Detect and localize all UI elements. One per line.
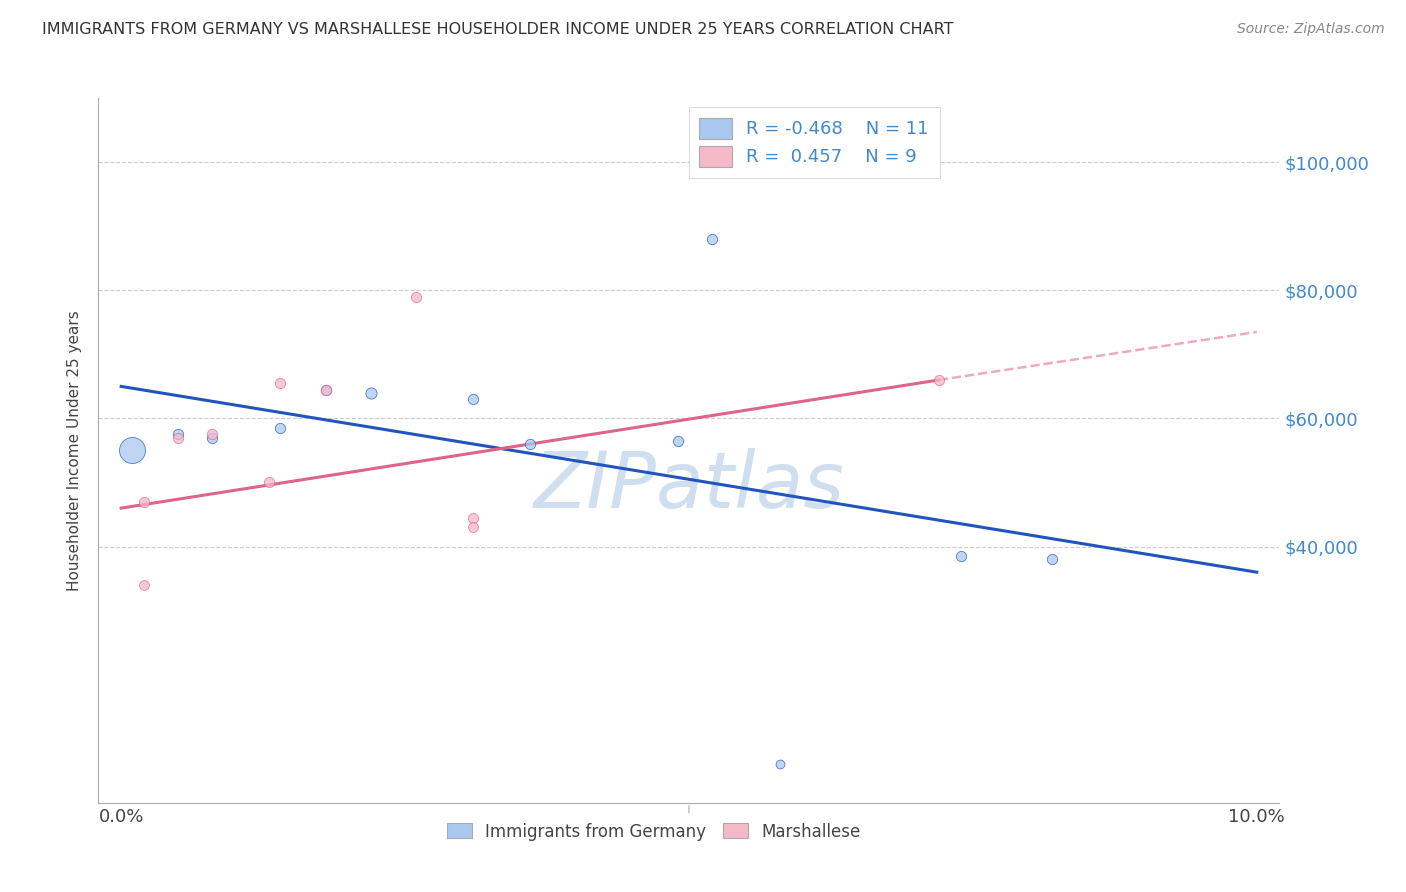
Point [269, 376, 291, 391]
Point [269, 421, 291, 435]
Point [463, 510, 485, 524]
Point [132, 578, 155, 592]
Point [519, 437, 541, 451]
Point [201, 427, 224, 442]
Point [121, 443, 143, 458]
Text: ZIPatlas: ZIPatlas [533, 448, 845, 524]
Legend: Immigrants from Germany, Marshallese: Immigrants from Germany, Marshallese [440, 816, 868, 847]
Point [769, 757, 792, 772]
Point [950, 549, 973, 564]
Point [167, 427, 190, 442]
Point [132, 494, 155, 508]
Point [1040, 552, 1063, 566]
Point [463, 520, 485, 534]
Text: IMMIGRANTS FROM GERMANY VS MARSHALLESE HOUSEHOLDER INCOME UNDER 25 YEARS CORRELA: IMMIGRANTS FROM GERMANY VS MARSHALLESE H… [42, 22, 953, 37]
Point [666, 434, 689, 448]
Point [405, 290, 427, 304]
Point [315, 383, 337, 397]
Point [257, 475, 280, 490]
Point [700, 232, 723, 246]
Point [928, 373, 950, 387]
Point [463, 392, 485, 407]
Point [167, 431, 190, 445]
Point [360, 385, 382, 400]
Text: Source: ZipAtlas.com: Source: ZipAtlas.com [1237, 22, 1385, 37]
Point [315, 383, 337, 397]
Y-axis label: Householder Income Under 25 years: Householder Income Under 25 years [67, 310, 83, 591]
Point [201, 431, 224, 445]
